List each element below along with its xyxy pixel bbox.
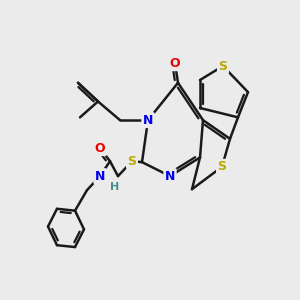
Text: N: N xyxy=(165,169,175,183)
Text: O: O xyxy=(170,57,180,70)
Text: N: N xyxy=(143,114,153,127)
Text: S: S xyxy=(218,160,226,173)
Text: O: O xyxy=(95,142,105,154)
Text: N: N xyxy=(95,169,105,183)
Text: S: S xyxy=(128,155,136,168)
Text: S: S xyxy=(218,59,227,73)
Text: H: H xyxy=(110,182,120,192)
